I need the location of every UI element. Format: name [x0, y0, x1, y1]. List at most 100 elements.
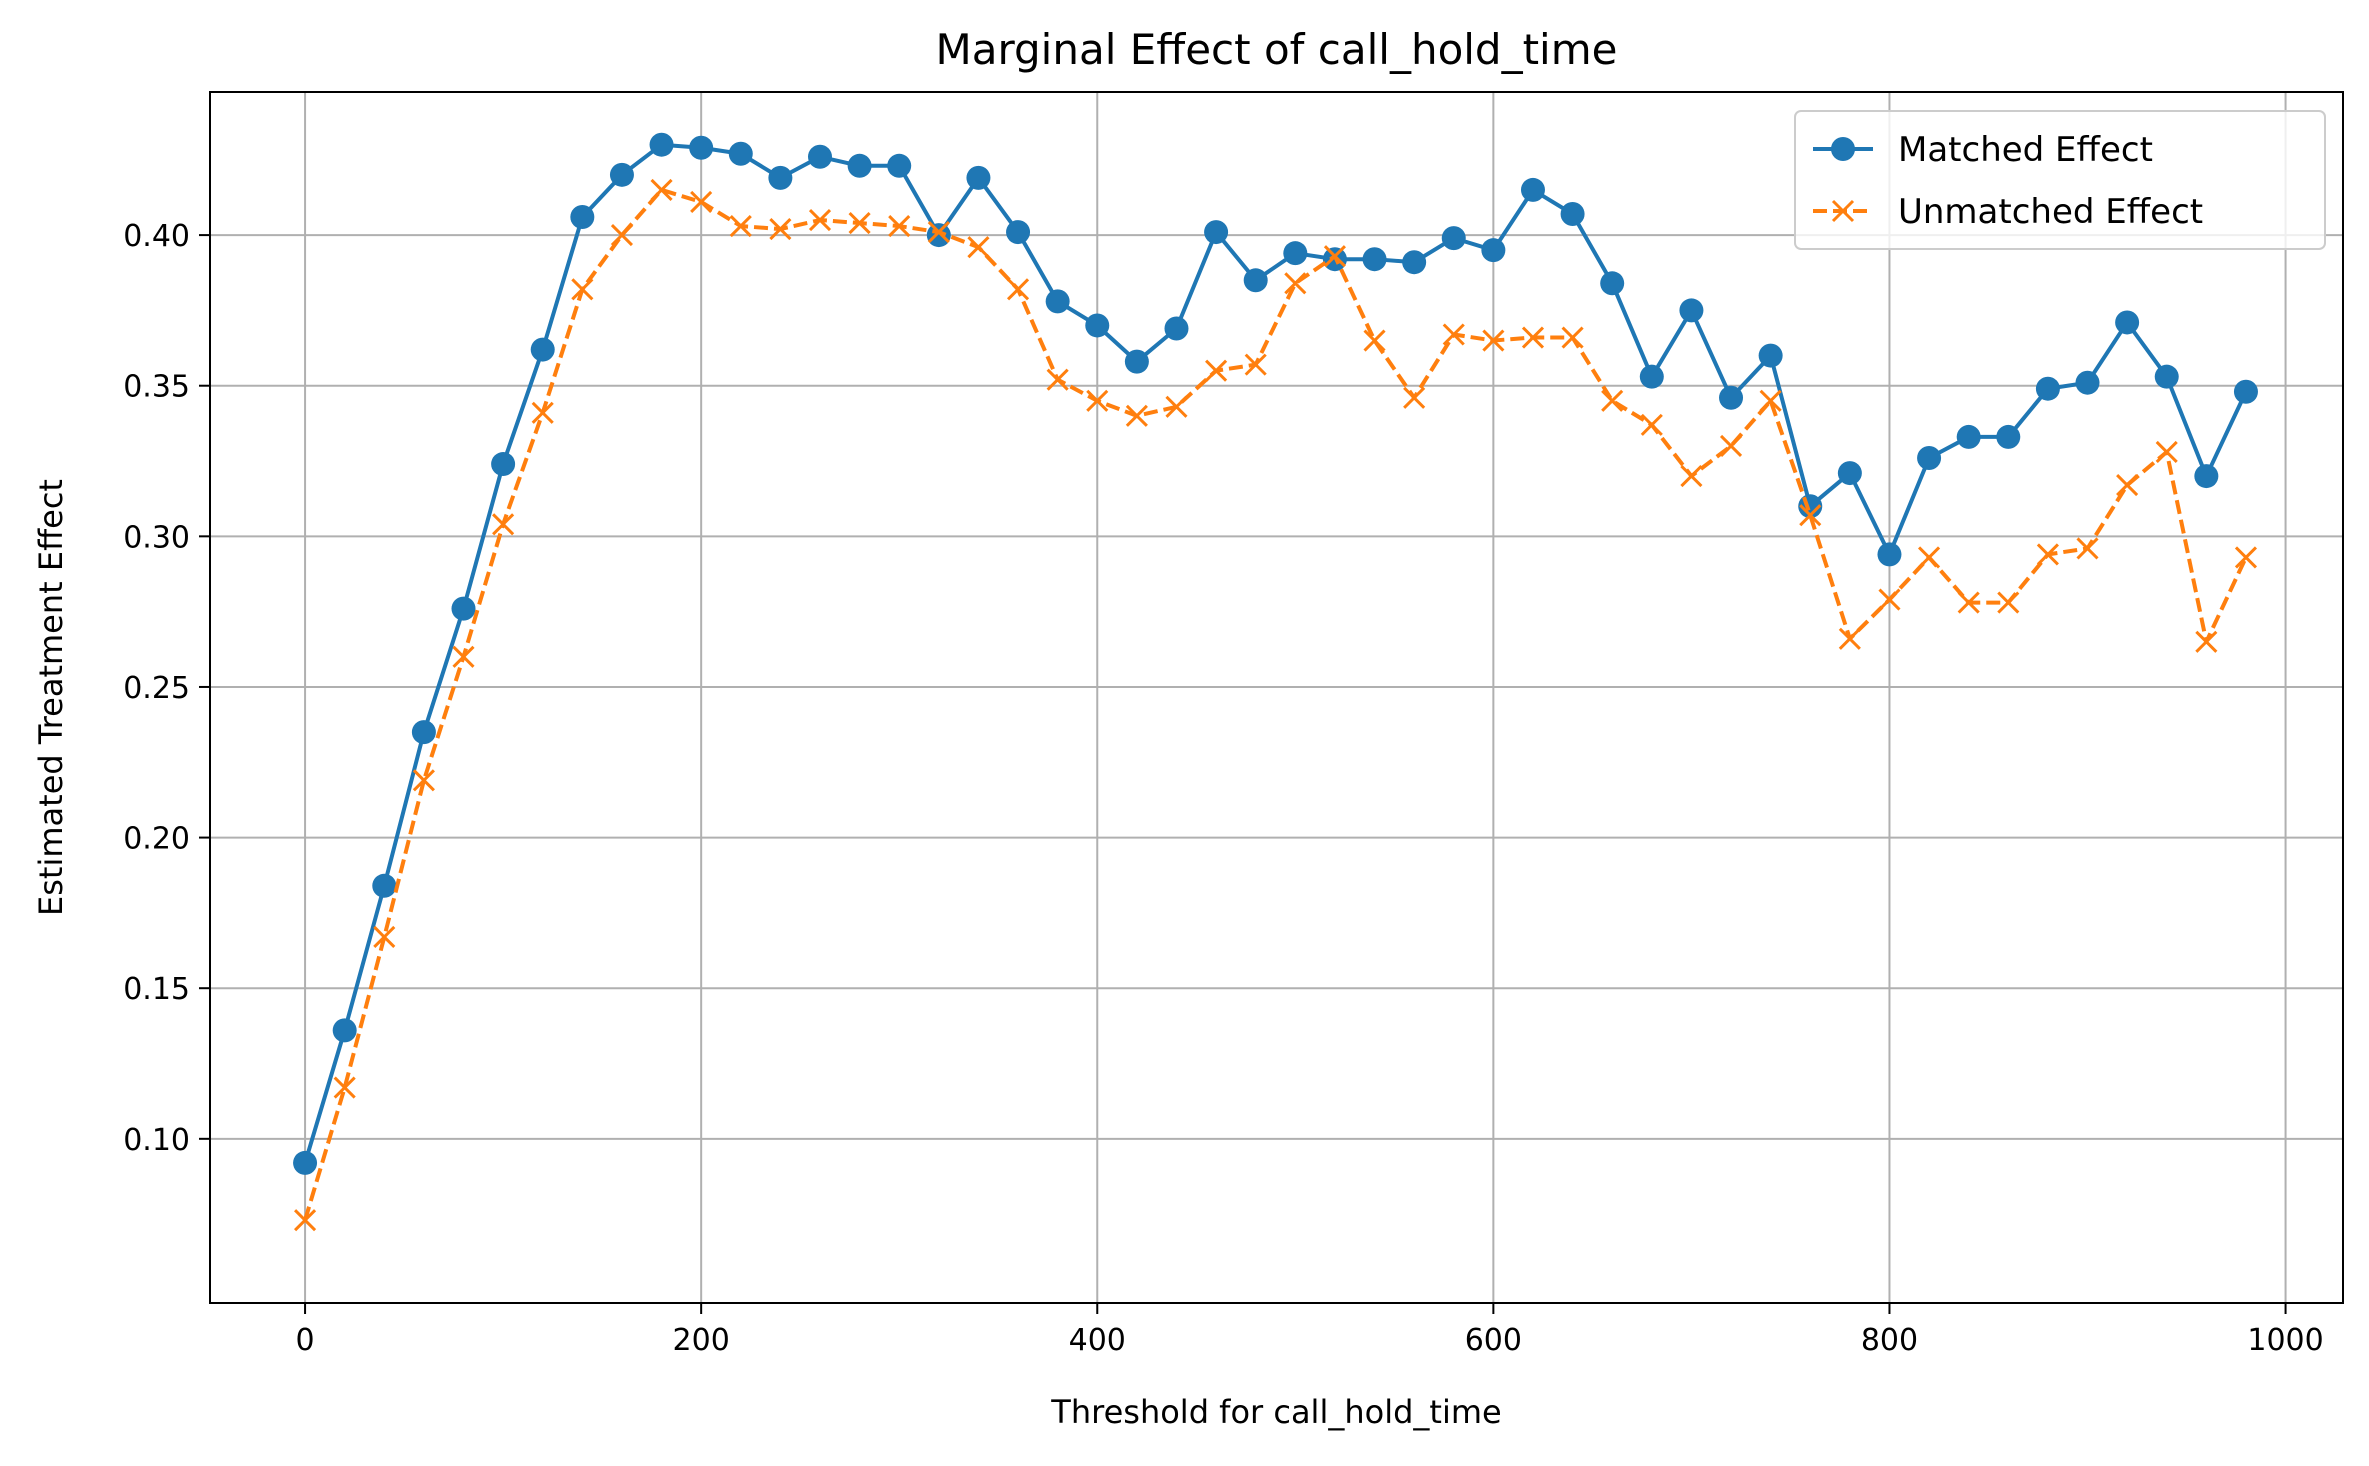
data-point-matched-effect: [1639, 364, 1664, 389]
data-point-unmatched-effect: [2036, 543, 2059, 566]
data-point-matched-effect: [1164, 316, 1189, 341]
data-point-unmatched-effect: [769, 218, 792, 241]
data-point-unmatched-effect: [1561, 326, 1584, 349]
y-tick-label: 0.15: [123, 972, 190, 1007]
data-point-matched-effect: [411, 720, 436, 745]
legend-label: Unmatched Effect: [1898, 192, 2203, 232]
data-point-unmatched-effect: [1601, 389, 1624, 412]
data-point-unmatched-effect: [2155, 440, 2178, 464]
data-point-unmatched-effect: [650, 178, 673, 201]
y-tick-label: 0.20: [123, 822, 190, 857]
data-point-unmatched-effect: [531, 401, 554, 424]
data-point-matched-effect: [1204, 220, 1229, 245]
data-point-unmatched-effect: [1680, 465, 1703, 488]
data-point-matched-effect: [1837, 461, 1862, 486]
data-point-unmatched-effect: [1125, 404, 1148, 427]
data-point-unmatched-effect: [1997, 591, 2020, 614]
data-point-matched-effect: [1560, 202, 1585, 227]
data-point-unmatched-effect: [492, 513, 515, 536]
data-point-matched-effect: [966, 165, 991, 190]
axis-ticks: 0 200 400 600 800 1000 0.10 0.15 0.20 0.25 0.30 0.3…: [123, 219, 2324, 1358]
data-point-unmatched-effect: [1719, 434, 1743, 458]
data-point-matched-effect: [728, 141, 753, 166]
data-point-matched-effect: [1481, 238, 1506, 263]
legend-marker: [1831, 137, 1855, 161]
data-point-unmatched-effect: [571, 278, 594, 301]
y-axis-title: Estimated Treatment Effect: [32, 479, 70, 916]
chart-title: Marginal Effect of call_hold_time: [936, 25, 1618, 74]
data-point-unmatched-effect: [1244, 353, 1267, 376]
data-point-unmatched-effect: [927, 221, 950, 244]
data-point-matched-effect: [1045, 289, 1070, 314]
data-point-matched-effect: [609, 162, 634, 187]
data-point-unmatched-effect: [1640, 413, 1663, 436]
data-point-unmatched-effect: [1284, 272, 1307, 295]
data-point-unmatched-effect: [690, 190, 713, 214]
data-point-matched-effect: [1283, 241, 1308, 266]
data-point-unmatched-effect: [729, 214, 752, 238]
data-point-matched-effect: [1758, 343, 1783, 368]
data-point-unmatched-effect: [1838, 627, 1861, 650]
data-point-matched-effect: [293, 1150, 318, 1175]
data-point-matched-effect: [372, 873, 397, 898]
legend-label: Matched Effect: [1898, 130, 2153, 170]
data-point-unmatched-effect: [2234, 546, 2258, 569]
data-point-unmatched-effect: [294, 1209, 317, 1232]
data-point-unmatched-effect: [1323, 245, 1346, 268]
data-point-matched-effect: [1520, 177, 1545, 202]
legend-box: [1794, 110, 2326, 250]
data-point-matched-effect: [1996, 424, 2021, 449]
y-tick-label: 0.30: [123, 520, 190, 555]
data-point-matched-effect: [1719, 385, 1744, 410]
data-point-unmatched-effect: [1482, 329, 1505, 352]
data-point-matched-effect: [1877, 542, 1902, 567]
data-point-matched-effect: [1956, 424, 1981, 449]
data-point-unmatched-effect: [1363, 329, 1386, 352]
data-point-matched-effect: [1085, 313, 1110, 338]
data-point-matched-effect: [1600, 271, 1625, 296]
data-point-matched-effect: [530, 337, 555, 362]
data-point-unmatched-effect: [333, 1076, 356, 1099]
data-point-unmatched-effect: [1205, 359, 1228, 382]
data-point-matched-effect: [689, 135, 714, 160]
data-point-matched-effect: [1124, 349, 1149, 374]
y-tick-label: 0.35: [123, 370, 190, 405]
legend: Matched Effect Unmatched Effect: [1794, 110, 2326, 250]
data-point-unmatched-effect: [1799, 504, 1822, 527]
legend-marker: [1831, 199, 1855, 223]
data-point-unmatched-effect: [1878, 588, 1901, 611]
data-point-unmatched-effect: [808, 208, 832, 232]
data-point-unmatched-effect: [2116, 474, 2139, 497]
data-point-matched-effect: [491, 452, 516, 477]
y-tick-label: 0.25: [123, 671, 190, 706]
data-point-unmatched-effect: [1165, 395, 1188, 418]
data-point-unmatched-effect: [1957, 591, 1980, 614]
data-point-unmatched-effect: [610, 224, 634, 247]
data-point-unmatched-effect: [452, 645, 475, 668]
x-tick-label: 400: [1069, 1323, 1126, 1358]
data-point-matched-effect: [1243, 268, 1268, 293]
data-point-unmatched-effect: [848, 211, 871, 235]
data-point-unmatched-effect: [1086, 389, 1109, 412]
x-tick-label: 800: [1861, 1323, 1918, 1358]
data-point-matched-effect: [887, 153, 912, 178]
data-point-matched-effect: [2233, 379, 2258, 404]
data-point-unmatched-effect: [1046, 368, 1069, 391]
data-point-unmatched-effect: [2076, 537, 2099, 560]
x-tick-label: 600: [1465, 1323, 1522, 1358]
series-layer: [293, 132, 2258, 1232]
data-point-unmatched-effect: [2195, 630, 2218, 653]
data-point-matched-effect: [2154, 364, 2179, 389]
series-unmatched-effect: [294, 178, 2258, 1232]
data-point-matched-effect: [768, 165, 793, 190]
legend-item-unmatched-effect: Unmatched Effect: [1813, 192, 2203, 232]
legend-item-matched-effect: Matched Effect: [1813, 130, 2153, 170]
data-point-matched-effect: [1917, 446, 1942, 471]
data-point-unmatched-effect: [373, 925, 396, 949]
y-tick-label: 0.10: [123, 1123, 190, 1158]
data-point-matched-effect: [926, 223, 951, 248]
data-point-matched-effect: [807, 144, 832, 169]
data-point-unmatched-effect: [1006, 278, 1030, 301]
data-point-matched-effect: [1679, 298, 1704, 323]
data-point-matched-effect: [332, 1018, 357, 1043]
